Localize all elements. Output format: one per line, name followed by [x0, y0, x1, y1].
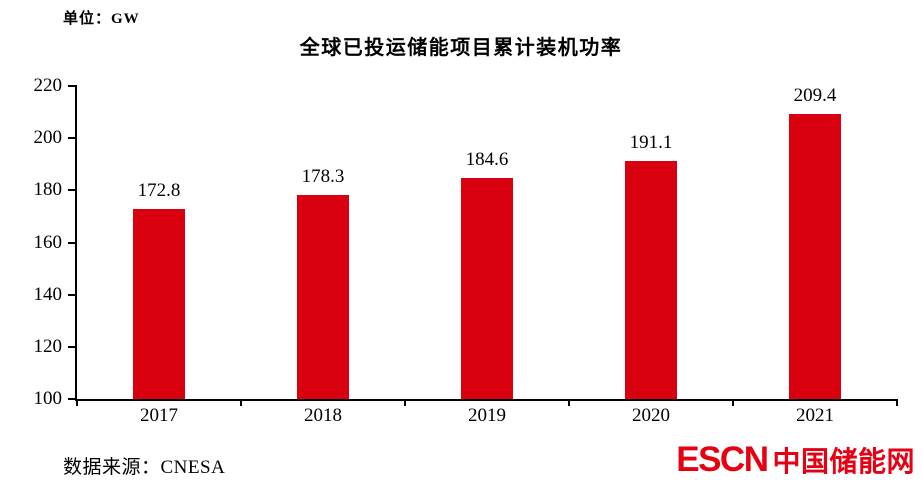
data-source-label: 数据来源：CNESA [63, 457, 226, 478]
bar-value-label: 184.6 [465, 149, 509, 171]
unit-label: 单位：GW [63, 11, 140, 27]
x-axis-tick [568, 399, 570, 406]
x-axis-category-label: 2017 [140, 405, 178, 426]
y-axis-tick-label: 140 [33, 283, 63, 305]
y-axis-tick [68, 85, 77, 87]
bar-value-label: 209.4 [793, 84, 837, 106]
bar-value-label: 191.1 [629, 132, 673, 154]
y-axis-tick-label: 120 [33, 335, 63, 357]
y-axis-tick [68, 241, 77, 244]
x-axis-tick [404, 399, 406, 406]
bar [789, 113, 841, 399]
bar [133, 209, 185, 399]
escn-logo-latin-text: ESCN [676, 440, 769, 479]
y-axis-tick [68, 345, 77, 348]
bar-value-label: 172.8 [137, 180, 181, 202]
bar [461, 178, 513, 399]
y-axis-tick [68, 293, 77, 296]
y-axis-tick-label: 160 [33, 231, 63, 253]
y-axis-tick [68, 137, 77, 140]
y-axis-tick-label: 220 [33, 75, 63, 96]
y-axis-tick-label: 200 [33, 127, 63, 149]
x-axis-tick [732, 399, 734, 406]
x-axis-category-label: 2021 [796, 405, 834, 426]
bar-value-label: 178.3 [301, 165, 345, 187]
x-axis-category-label: 2019 [468, 405, 506, 426]
x-axis-tick [76, 399, 78, 406]
escn-logo-chinese-text: 中国储能网 [772, 446, 915, 477]
y-axis-tick [68, 398, 77, 400]
y-axis-tick-label: 100 [33, 388, 63, 409]
x-axis-category-label: 2020 [632, 405, 670, 426]
bar [625, 161, 677, 399]
y-axis-tick-label: 180 [33, 179, 63, 201]
x-axis-category-label: 2018 [304, 405, 342, 426]
x-axis-tick [240, 399, 242, 406]
escn-logo: ESCN 中国储能网 [676, 440, 915, 480]
x-axis-tick [896, 399, 898, 406]
chart-title: 全球已投运储能项目累计装机功率 [299, 37, 623, 59]
y-axis-tick [68, 189, 77, 192]
bar [297, 194, 349, 399]
plot-area: 100 120 140 160 180 200 220 172.8 2017 178.3 2018 1… [34, 75, 898, 426]
